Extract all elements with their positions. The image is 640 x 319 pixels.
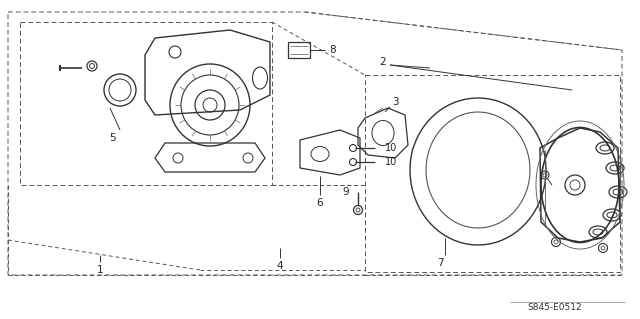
Text: 9: 9 (342, 187, 349, 197)
Text: 4: 4 (276, 261, 284, 271)
Text: 6: 6 (317, 198, 323, 208)
Text: 8: 8 (330, 45, 336, 55)
Text: 10: 10 (385, 157, 397, 167)
Text: 1: 1 (97, 265, 103, 275)
Text: 3: 3 (392, 97, 398, 107)
Text: 7: 7 (436, 258, 444, 268)
Text: S845-E0512: S845-E0512 (528, 303, 582, 313)
Text: 5: 5 (109, 133, 116, 143)
Text: 10: 10 (385, 143, 397, 153)
Text: 2: 2 (380, 57, 387, 67)
